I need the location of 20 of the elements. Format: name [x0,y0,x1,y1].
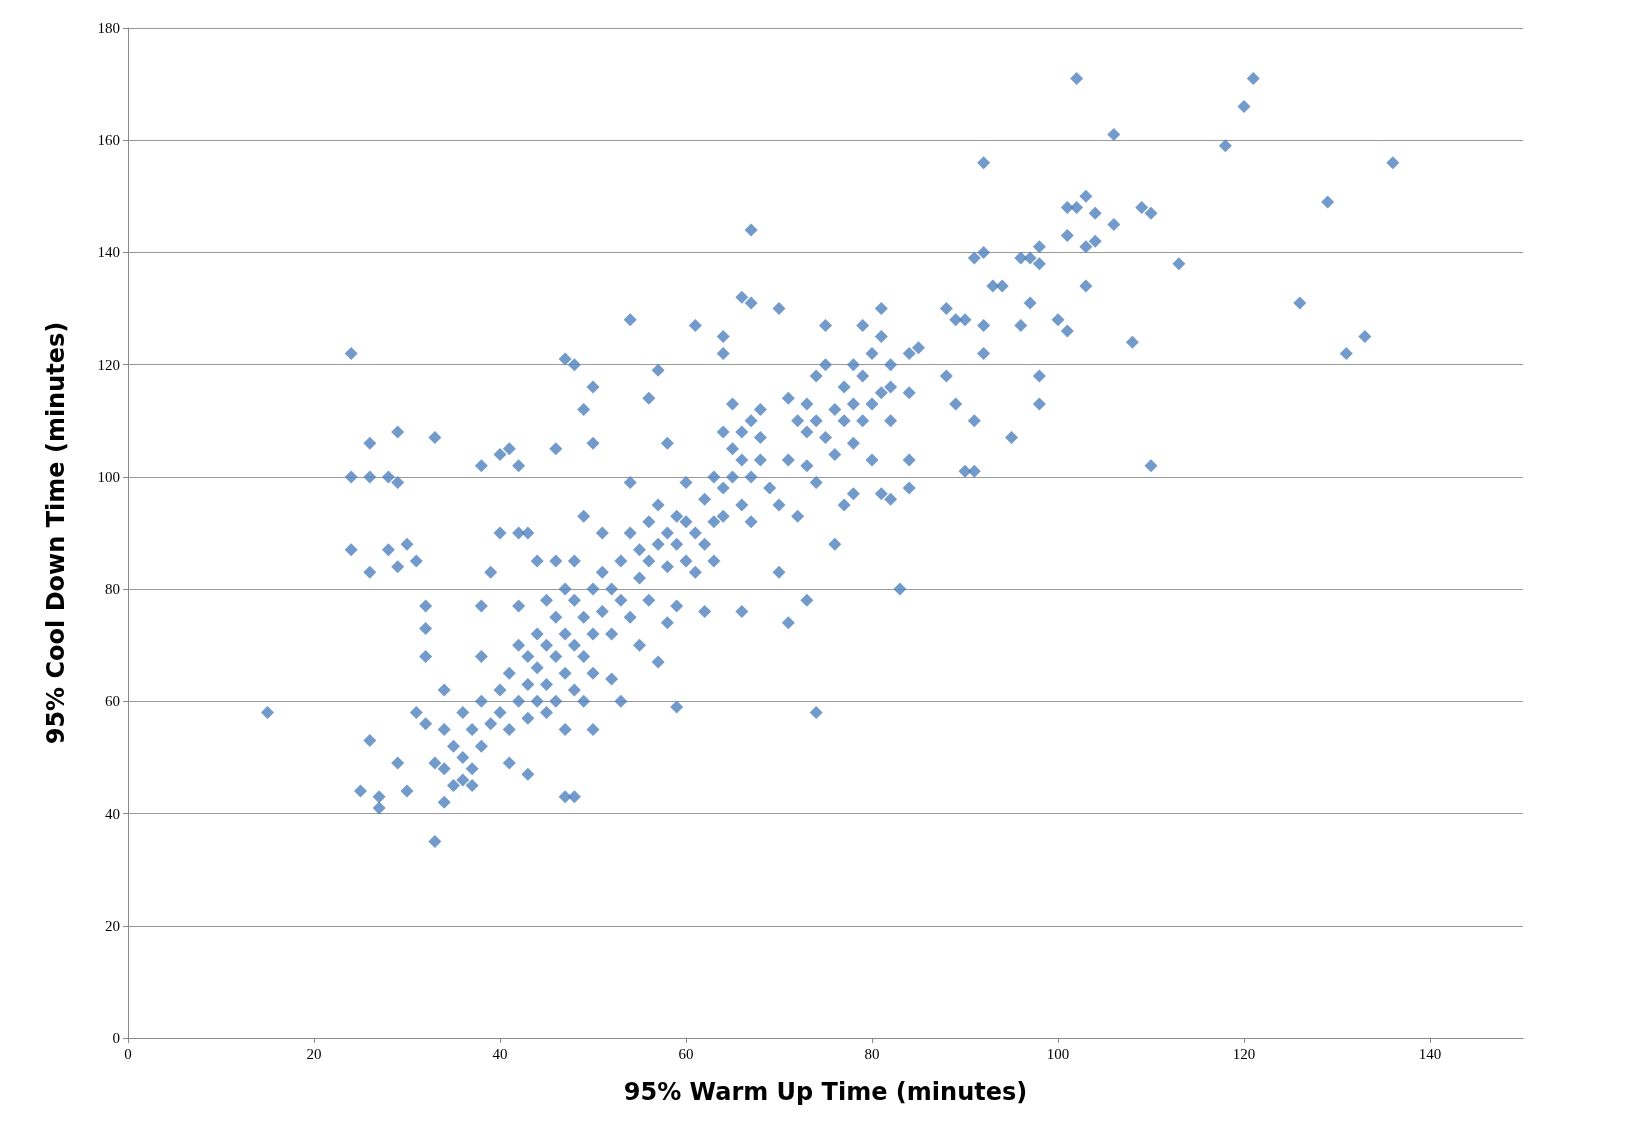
x-tick-label: 40 [492,1045,508,1062]
x-tick-label: 60 [678,1045,694,1062]
y-tick-label: 120 [97,356,120,373]
y-tick-label: 140 [97,244,120,261]
x-axis-title: 95% Warm Up Time (minutes) [623,1078,1028,1106]
y-tick-label: 0 [112,1030,120,1046]
x-tick-label: 100 [1046,1045,1070,1062]
y-tick-label: 100 [97,468,120,485]
x-tick-label: 140 [1418,1045,1442,1062]
x-tick-label: 20 [306,1045,322,1062]
y-tick-label: 20 [105,917,120,934]
x-tick-label: 80 [864,1045,880,1062]
x-tick-label: 0 [124,1045,132,1062]
y-tick-label: 60 [105,693,120,710]
y-axis-title: 95% Cool Down Time (minutes) [42,321,70,745]
y-tick-label: 160 [97,132,120,149]
y-tick-label: 40 [105,805,120,822]
y-tick-label: 180 [97,20,120,36]
x-tick-label: 120 [1232,1045,1256,1062]
y-tick-label: 80 [105,581,120,598]
